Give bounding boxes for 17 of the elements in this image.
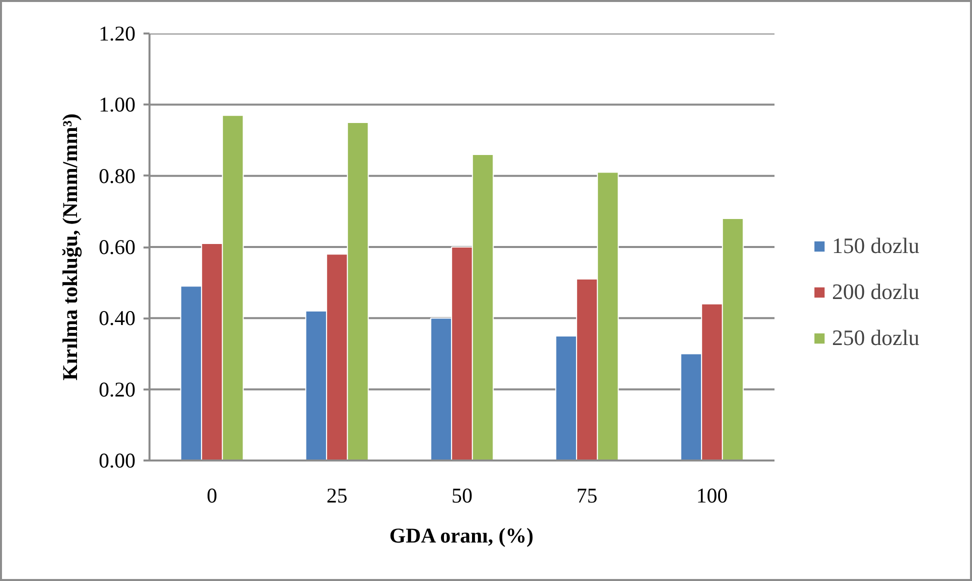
y-tick-label: 1.00 [98,92,136,117]
y-tick-label: 0.00 [98,448,136,472]
y-tick-label: 0.60 [98,235,136,259]
x-tick-label: 0 [206,484,218,508]
x-tick-label: 25 [326,484,348,508]
y-tick-label: 0.20 [98,377,136,402]
x-tick-label: 75 [576,484,598,508]
x-tick-label: 50 [452,484,472,508]
y-tick-label: 0.80 [98,164,136,188]
legend-label: 250 dozlu [832,325,920,351]
y-tick-label: 1.20 [98,22,136,46]
legend-label: 150 dozlu [832,233,920,259]
x-axis-title: GDA oranı, (%) [389,524,534,548]
y-axis-title: Kırılma tokluğu, (Nmm/mm³) [58,113,82,381]
legend-label: 200 dozlu [832,279,920,305]
y-tick-label: 0.40 [98,306,136,330]
x-tick-label: 100 [696,484,728,508]
